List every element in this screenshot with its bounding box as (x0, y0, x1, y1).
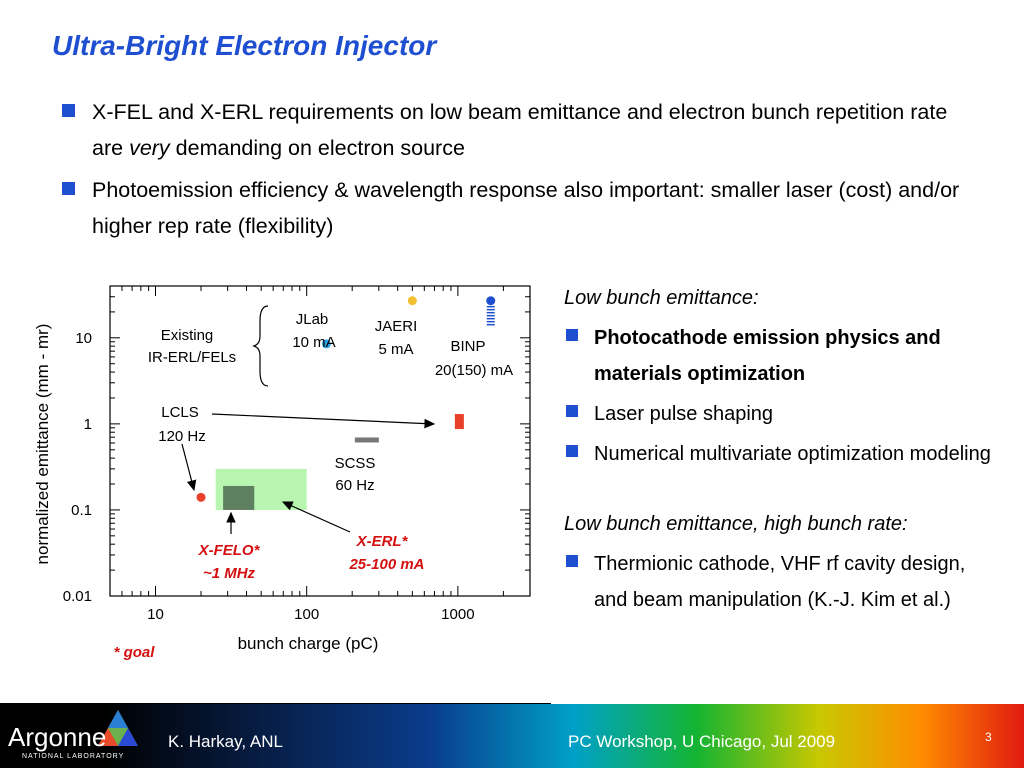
label-xerl-1: X-ERL* (356, 533, 409, 550)
heading-high-rate: Low bunch emittance, high bunch rate: (564, 513, 908, 535)
argonne-logo-icon (98, 710, 138, 746)
footer-bar (0, 704, 1024, 768)
square-bullet-icon (62, 104, 75, 117)
item-numerical-text: Numerical multivariate optimization mode… (594, 443, 991, 465)
label-scss-1: SCSS (335, 455, 376, 472)
y-tick-label: 0.1 (71, 502, 92, 519)
right-panel: Low bunch emittance: Photocathode emissi… (564, 284, 1004, 622)
label-xerl-2: 25-100 mA (348, 556, 424, 573)
bullet-1-text: X-FEL and X-ERL requirements on low beam… (92, 100, 948, 160)
x-tick-label: 10 (147, 606, 164, 623)
point-jlab (321, 339, 331, 349)
footer-author: K. Harkay, ANL (168, 732, 283, 751)
bullet-2-text: Photoemission efficiency & wavelength re… (92, 178, 960, 238)
slide-title: Ultra-Bright Electron Injector (52, 30, 437, 61)
point-binp (486, 296, 496, 306)
label-existing-1: Existing (161, 327, 214, 344)
point-jaeri (407, 296, 417, 306)
lcls-arrow-to-xfel (211, 413, 436, 429)
xerl-arrow (281, 501, 351, 533)
footer-workshop: PC Workshop, U Chicago, Jul 2009 (568, 732, 836, 751)
label-xfelo-2: ~1 MHz (203, 565, 256, 582)
label-binp-2: 20(150) mA (435, 362, 513, 379)
label-lcls-1: LCLS (161, 404, 199, 421)
x-tick-label: 100 (294, 606, 319, 623)
square-bullet-icon (566, 405, 578, 417)
bullet-1-text-end: demanding on electron source (169, 136, 465, 160)
emittance-chart: normalized emittance (mm - mr) bunch cha… (33, 285, 531, 661)
existing-brace (252, 305, 269, 387)
item-photocathode-text: Photocathode emission physics and materi… (594, 327, 941, 385)
x-axis-label: bunch charge (pC) (238, 634, 379, 653)
point-scss (354, 437, 379, 443)
label-jlab-1: JLab (296, 311, 329, 328)
y-tick-label: 0.01 (63, 588, 92, 605)
y-tick-label: 10 (75, 330, 92, 347)
label-existing-2: IR-ERL/FELs (148, 349, 236, 366)
bullet-2: Photoemission efficiency & wavelength re… (60, 172, 980, 244)
bullet-list: X-FEL and X-ERL requirements on low beam… (60, 94, 980, 250)
y-tick-label: 1 (84, 416, 92, 433)
item-numerical: Numerical multivariate optimization mode… (564, 436, 1004, 472)
item-thermionic-text: Thermionic cathode, VHF rf cavity design… (594, 553, 966, 611)
square-bullet-icon (566, 329, 578, 341)
plot-frame (109, 285, 531, 597)
item-laser-text: Laser pulse shaping (594, 403, 774, 425)
lcls-arrow-to-point (181, 443, 197, 492)
label-binp-1: BINP (450, 338, 485, 355)
label-jlab-2: 10 mA (292, 334, 335, 351)
bullet-1-italic: very (129, 136, 170, 160)
label-scss-2: 60 Hz (335, 477, 374, 494)
square-bullet-icon (566, 445, 578, 457)
marker-xfel-target (454, 414, 464, 430)
item-photocathode: Photocathode emission physics and materi… (564, 320, 1004, 392)
footer-logo-sub: NATIONAL LABORATORY (22, 753, 125, 760)
bullet-1: X-FEL and X-ERL requirements on low beam… (60, 94, 980, 166)
label-jaeri-2: 5 mA (378, 341, 413, 358)
region-x-felo (223, 485, 255, 510)
heading-low-emittance: Low bunch emittance: (564, 287, 759, 309)
item-laser: Laser pulse shaping (564, 396, 1004, 432)
square-bullet-icon (566, 555, 578, 567)
page-number: 3 (985, 730, 992, 744)
footer-logo: Argonne (8, 722, 107, 752)
item-thermionic: Thermionic cathode, VHF rf cavity design… (564, 546, 1004, 618)
point-lcls (196, 492, 206, 502)
y-axis-label: normalized emittance (mm - mr) (33, 324, 52, 565)
label-xfelo-1: X-FELO* (198, 542, 261, 559)
square-bullet-icon (62, 182, 75, 195)
goal-note: * goal (114, 644, 156, 661)
x-tick-label: 1000 (441, 606, 474, 623)
label-lcls-2: 120 Hz (158, 428, 206, 445)
label-jaeri-1: JAERI (375, 318, 418, 335)
